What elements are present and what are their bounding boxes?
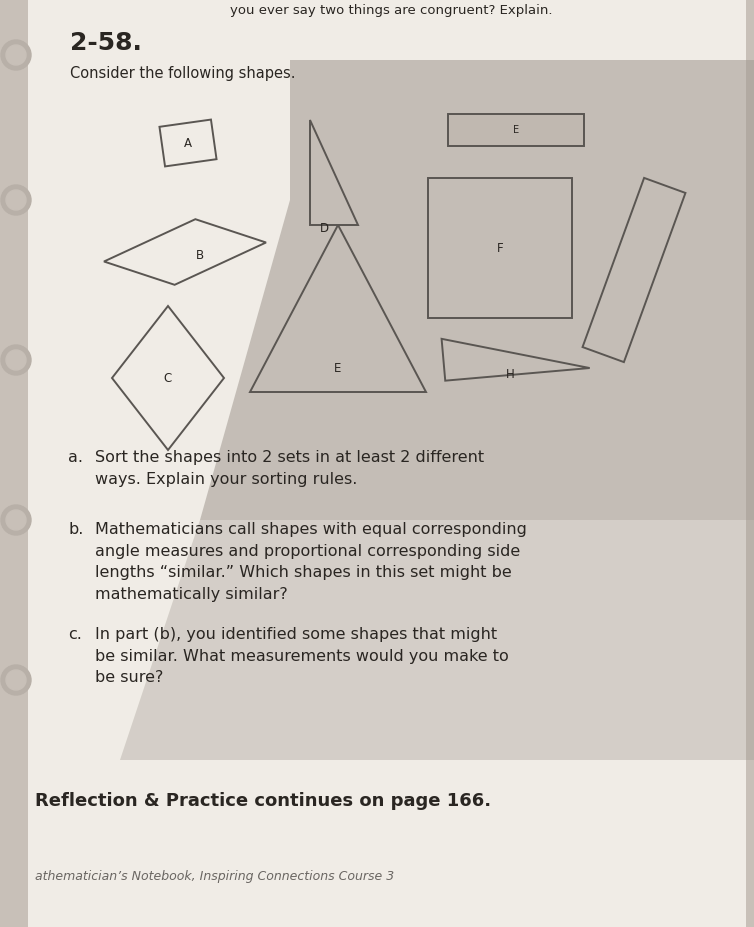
- Polygon shape: [200, 60, 754, 520]
- Circle shape: [1, 505, 31, 535]
- Text: a.: a.: [68, 450, 83, 465]
- Text: b.: b.: [68, 522, 84, 537]
- Circle shape: [1, 40, 31, 70]
- Text: Sort the shapes into 2 sets in at least 2 different
ways. Explain your sorting r: Sort the shapes into 2 sets in at least …: [95, 450, 484, 487]
- Text: C: C: [164, 372, 172, 385]
- Text: Mathematicians call shapes with equal corresponding
angle measures and proportio: Mathematicians call shapes with equal co…: [95, 522, 527, 602]
- Polygon shape: [120, 520, 754, 760]
- Circle shape: [1, 185, 31, 215]
- Text: c.: c.: [68, 627, 82, 642]
- Circle shape: [6, 670, 26, 690]
- Text: F: F: [497, 242, 504, 255]
- Text: E: E: [513, 125, 519, 135]
- Circle shape: [6, 510, 26, 530]
- Text: 2-58.: 2-58.: [70, 31, 142, 55]
- Text: you ever say two things are congruent? Explain.: you ever say two things are congruent? E…: [230, 4, 553, 17]
- Text: A: A: [184, 136, 192, 149]
- Text: D: D: [320, 222, 329, 235]
- Circle shape: [6, 350, 26, 370]
- Circle shape: [6, 45, 26, 65]
- Text: E: E: [334, 362, 342, 375]
- Text: B: B: [196, 248, 204, 261]
- Circle shape: [1, 345, 31, 375]
- Circle shape: [6, 190, 26, 210]
- Text: athematician’s Notebook, Inspiring Connections Course 3: athematician’s Notebook, Inspiring Conne…: [35, 870, 394, 883]
- Text: In part (b), you identified some shapes that might
be similar. What measurements: In part (b), you identified some shapes …: [95, 627, 509, 685]
- FancyBboxPatch shape: [28, 0, 746, 927]
- Circle shape: [1, 665, 31, 695]
- Text: Consider the following shapes.: Consider the following shapes.: [70, 66, 296, 81]
- Polygon shape: [448, 114, 584, 146]
- Text: H: H: [506, 369, 514, 382]
- Text: Reflection & Practice continues on page 166.: Reflection & Practice continues on page …: [35, 792, 491, 810]
